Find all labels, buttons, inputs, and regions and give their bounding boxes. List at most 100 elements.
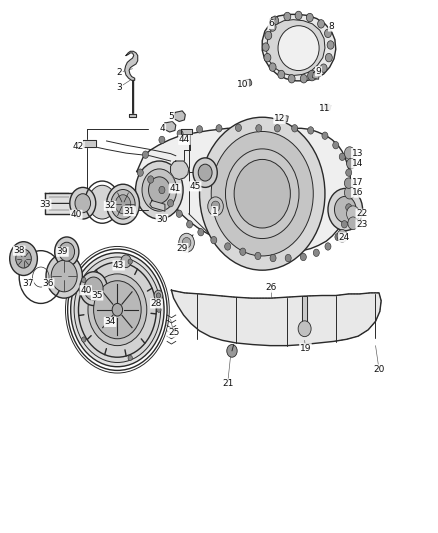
- Circle shape: [344, 147, 355, 159]
- Circle shape: [182, 238, 191, 248]
- Circle shape: [346, 158, 355, 169]
- Polygon shape: [279, 115, 288, 122]
- Circle shape: [112, 303, 123, 316]
- Circle shape: [346, 204, 352, 211]
- Polygon shape: [171, 290, 381, 345]
- Circle shape: [187, 221, 193, 228]
- Circle shape: [216, 125, 222, 132]
- Circle shape: [225, 243, 231, 250]
- Circle shape: [325, 104, 331, 110]
- Circle shape: [51, 260, 77, 292]
- Circle shape: [306, 13, 313, 22]
- Text: 28: 28: [151, 299, 162, 308]
- Circle shape: [269, 23, 276, 31]
- Circle shape: [10, 241, 37, 276]
- Text: 41: 41: [169, 184, 180, 193]
- Text: 21: 21: [222, 379, 233, 388]
- Circle shape: [265, 31, 272, 39]
- Circle shape: [211, 201, 220, 212]
- Circle shape: [211, 132, 313, 256]
- Circle shape: [328, 189, 363, 231]
- Circle shape: [81, 337, 86, 342]
- Circle shape: [307, 127, 314, 134]
- Polygon shape: [150, 200, 165, 211]
- Circle shape: [94, 281, 141, 339]
- Polygon shape: [262, 14, 336, 81]
- Circle shape: [159, 136, 165, 143]
- Circle shape: [234, 159, 290, 228]
- Circle shape: [159, 187, 165, 193]
- Circle shape: [59, 242, 74, 261]
- Polygon shape: [45, 192, 73, 214]
- Text: 9: 9: [316, 67, 321, 76]
- Circle shape: [346, 169, 352, 176]
- Circle shape: [240, 248, 246, 255]
- Polygon shape: [243, 79, 251, 86]
- Circle shape: [157, 307, 161, 312]
- Circle shape: [255, 252, 261, 260]
- Circle shape: [337, 230, 347, 242]
- Text: 1: 1: [212, 207, 218, 216]
- Circle shape: [325, 53, 332, 62]
- Circle shape: [115, 195, 131, 214]
- Circle shape: [179, 233, 194, 252]
- Polygon shape: [303, 295, 307, 327]
- Text: 38: 38: [14, 246, 25, 255]
- Circle shape: [295, 11, 302, 20]
- Circle shape: [272, 17, 279, 25]
- Circle shape: [198, 229, 204, 236]
- Circle shape: [177, 130, 183, 138]
- Circle shape: [106, 184, 139, 224]
- Polygon shape: [125, 51, 138, 80]
- Text: 26: 26: [265, 283, 276, 292]
- Circle shape: [269, 63, 276, 71]
- Text: 36: 36: [42, 279, 54, 288]
- Circle shape: [74, 257, 161, 362]
- Circle shape: [285, 254, 291, 262]
- Polygon shape: [272, 16, 275, 21]
- Polygon shape: [174, 111, 185, 122]
- Text: 11: 11: [319, 104, 331, 113]
- Circle shape: [84, 277, 103, 300]
- Circle shape: [78, 262, 156, 357]
- Circle shape: [344, 178, 353, 189]
- Circle shape: [288, 75, 295, 83]
- Circle shape: [307, 70, 316, 81]
- Circle shape: [284, 12, 291, 21]
- Circle shape: [70, 188, 96, 219]
- Text: 16: 16: [352, 188, 363, 197]
- Circle shape: [137, 169, 143, 176]
- Circle shape: [121, 255, 131, 268]
- Circle shape: [211, 237, 217, 244]
- Text: 6: 6: [268, 19, 274, 28]
- Circle shape: [346, 187, 353, 193]
- Text: 19: 19: [300, 344, 311, 353]
- Polygon shape: [137, 128, 351, 253]
- Text: 32: 32: [104, 201, 116, 211]
- Circle shape: [300, 253, 306, 261]
- Circle shape: [325, 29, 332, 38]
- Circle shape: [264, 53, 271, 62]
- Text: 42: 42: [73, 142, 84, 151]
- Text: 13: 13: [352, 149, 363, 158]
- Circle shape: [320, 64, 327, 72]
- Ellipse shape: [278, 26, 319, 70]
- Text: 25: 25: [168, 328, 179, 337]
- Polygon shape: [312, 72, 319, 79]
- Text: 34: 34: [104, 317, 116, 326]
- Circle shape: [344, 187, 355, 199]
- Circle shape: [176, 210, 182, 217]
- Circle shape: [311, 71, 318, 80]
- Text: 23: 23: [356, 220, 367, 229]
- Circle shape: [111, 190, 135, 219]
- Circle shape: [227, 344, 237, 357]
- Polygon shape: [130, 114, 135, 117]
- Polygon shape: [170, 161, 189, 180]
- Circle shape: [236, 124, 241, 132]
- Polygon shape: [83, 140, 96, 147]
- Circle shape: [333, 141, 339, 149]
- Circle shape: [322, 132, 328, 140]
- Text: 44: 44: [179, 135, 190, 144]
- Text: 24: 24: [339, 233, 350, 242]
- Text: 14: 14: [352, 159, 363, 168]
